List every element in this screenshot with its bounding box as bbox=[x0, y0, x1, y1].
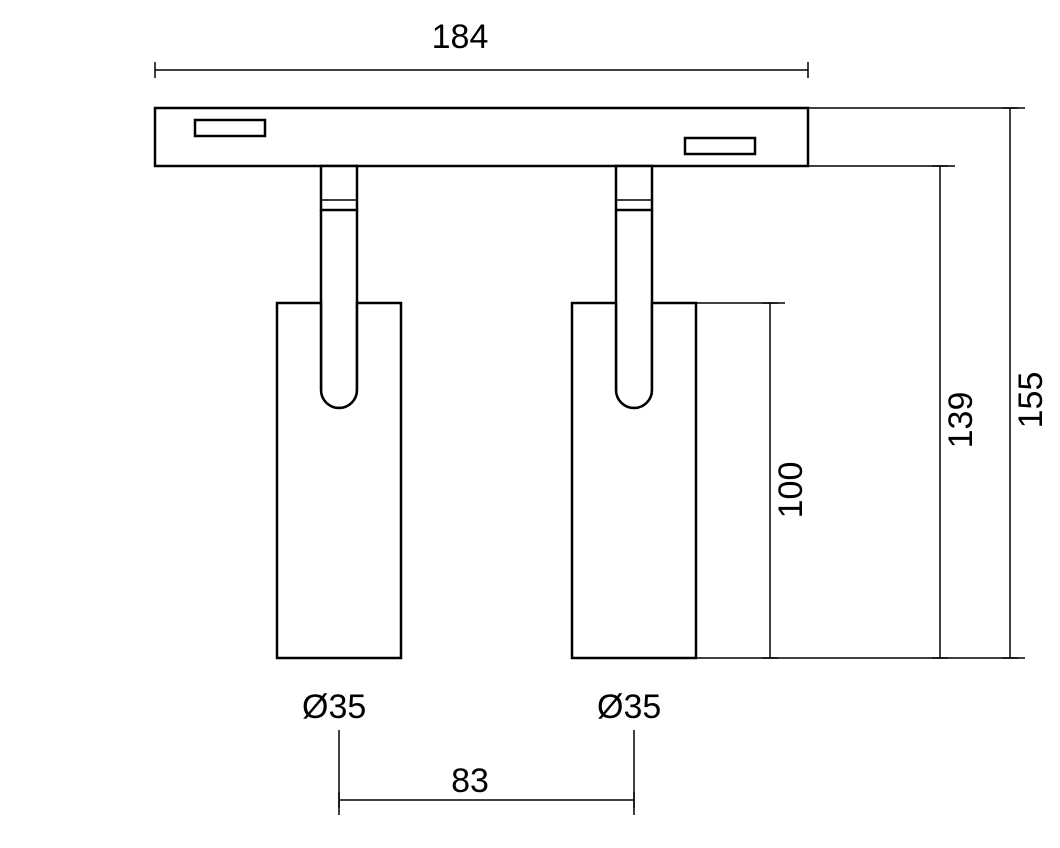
dim-cyl-height: 100 bbox=[696, 303, 1025, 658]
dim-height-total-label: 155 bbox=[1012, 372, 1050, 429]
spot-left bbox=[277, 166, 401, 658]
dim-height-total: 155 bbox=[808, 108, 1050, 658]
dim-dia-left: Ø35 bbox=[302, 688, 366, 726]
mount-plate bbox=[155, 108, 808, 166]
dim-dia-right: Ø35 bbox=[597, 688, 661, 726]
dim-height-sub-label: 139 bbox=[942, 392, 980, 449]
dim-cyl-height-label: 100 bbox=[772, 462, 810, 519]
dim-width-total: 184 bbox=[155, 18, 808, 78]
technical-drawing: 184 100 bbox=[0, 0, 1060, 848]
dim-width-total-label: 184 bbox=[432, 18, 489, 56]
dim-height-sub: 139 bbox=[808, 166, 980, 658]
dim-spacing: 83 bbox=[339, 730, 634, 815]
dim-spacing-label: 83 bbox=[451, 762, 489, 800]
spot-right bbox=[572, 166, 696, 658]
